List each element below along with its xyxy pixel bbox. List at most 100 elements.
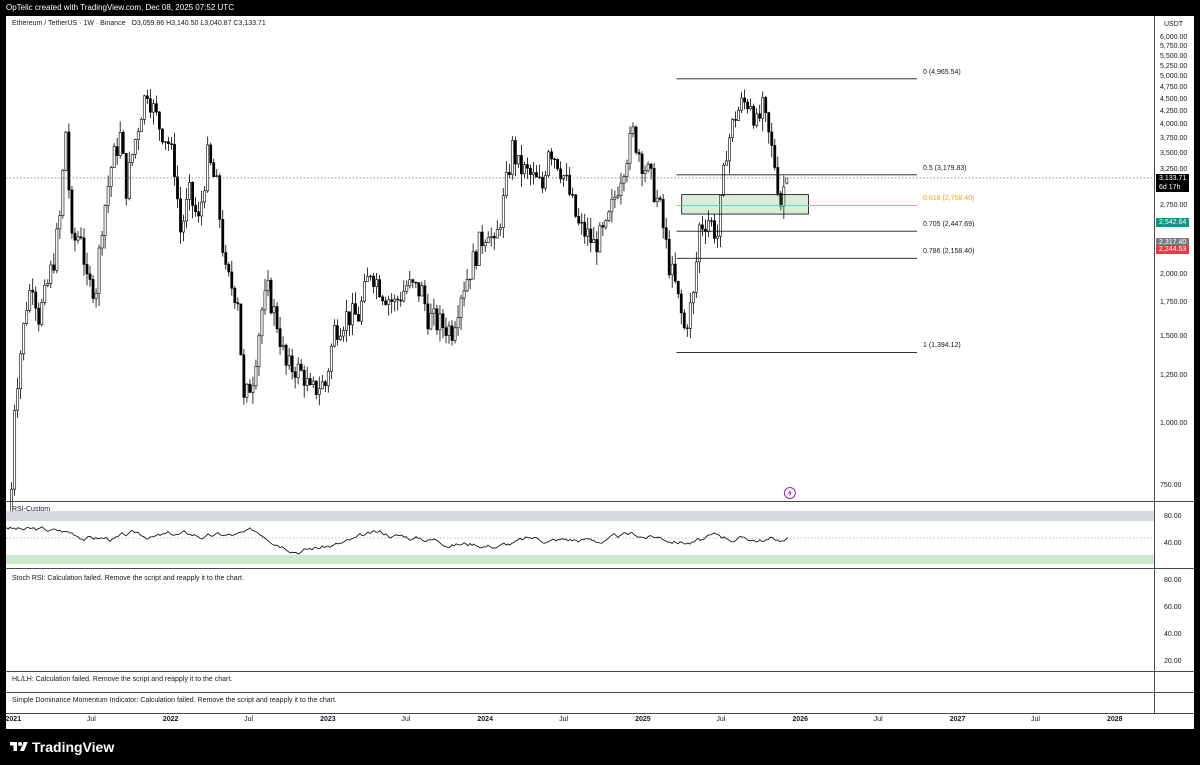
candle-body xyxy=(19,353,23,389)
candle-body xyxy=(335,325,339,340)
candle-body xyxy=(357,314,360,322)
candle-body xyxy=(43,284,47,303)
candle-body xyxy=(200,201,204,217)
candle-body xyxy=(755,113,759,126)
price-tag: 2,317.40 xyxy=(1156,238,1190,248)
candle-body xyxy=(230,271,234,289)
tradingview-brand[interactable]: TradingView xyxy=(10,739,114,755)
candle-body xyxy=(34,291,38,309)
candle-body xyxy=(323,381,327,387)
time-tick: Jul xyxy=(86,716,96,723)
candle-body xyxy=(773,145,777,168)
candle-body xyxy=(450,325,454,341)
candle-body xyxy=(127,162,131,199)
candle-body xyxy=(541,176,544,189)
candle-body xyxy=(320,381,324,390)
candle-body xyxy=(604,220,608,228)
candle-body xyxy=(67,131,71,191)
candle-body xyxy=(664,227,668,240)
candle-body xyxy=(691,292,695,304)
candle-body xyxy=(290,355,294,373)
candle-body xyxy=(553,158,556,161)
candle-body xyxy=(601,225,605,228)
candle-body xyxy=(161,128,164,143)
candle-body xyxy=(257,335,261,367)
stoch-tick: 80.00 xyxy=(1164,577,1182,584)
candle-body xyxy=(628,133,632,164)
candle-body xyxy=(224,252,228,265)
candle-body xyxy=(782,186,786,207)
candle-body xyxy=(348,311,351,326)
candle-body xyxy=(296,363,300,378)
candle-body xyxy=(236,302,240,305)
stoch-tick: 40.00 xyxy=(1164,631,1182,638)
symbol-legend[interactable]: Ethereum / TetherUS · 1W · Binance O3,05… xyxy=(12,20,266,27)
candle-body xyxy=(646,163,650,172)
sdm-title[interactable]: Simple Dominance Momentum Indicator: Cal… xyxy=(12,697,337,704)
candle-body xyxy=(28,289,32,311)
last-price-value: 3,133.71 xyxy=(1159,174,1187,182)
stoch-tick: 20.00 xyxy=(1164,658,1182,665)
candle-body xyxy=(79,236,83,239)
candle-body xyxy=(477,231,481,266)
panel-divider-hl xyxy=(6,692,1194,693)
candle-body xyxy=(363,281,366,302)
candle-body xyxy=(459,297,463,318)
candle-body xyxy=(133,139,137,155)
candle-body xyxy=(556,159,559,170)
hl-lh-title[interactable]: HL/LH: Calculation failed. Remove the sc… xyxy=(12,676,233,683)
candle-body xyxy=(151,103,155,113)
candle-body xyxy=(366,276,369,282)
candle-body xyxy=(203,190,207,203)
candle-body xyxy=(713,220,716,239)
candle-body xyxy=(302,370,306,386)
candle-body xyxy=(670,263,674,276)
candle-body xyxy=(746,101,750,109)
price-tick: 1,000.00 xyxy=(1160,420,1188,428)
candle-body xyxy=(61,170,65,216)
candle-body xyxy=(655,197,659,202)
candle-body xyxy=(109,167,113,187)
candle-body xyxy=(329,345,333,372)
candle-body xyxy=(423,285,427,305)
chart-canvas[interactable] xyxy=(6,16,1194,729)
candle-body xyxy=(106,186,110,206)
candle-body xyxy=(688,302,692,329)
time-tick: 2027 xyxy=(949,716,966,723)
candle-body xyxy=(580,221,584,224)
price-tick: 2,000.00 xyxy=(1160,270,1188,278)
candle-body xyxy=(130,153,134,163)
candle-body xyxy=(694,261,698,293)
candle-body xyxy=(179,198,182,233)
candle-body xyxy=(616,195,620,198)
candle-body xyxy=(610,198,614,213)
candle-body xyxy=(758,113,762,119)
candle-body xyxy=(667,239,671,276)
candle-body xyxy=(369,275,372,278)
candle-body xyxy=(722,164,725,196)
candle-body xyxy=(565,174,569,177)
rsi-title[interactable]: RSI-Custom xyxy=(12,506,51,513)
candle-body xyxy=(474,251,478,266)
stoch-rsi-title[interactable]: Stoch RSI: Calculation failed. Remove th… xyxy=(12,575,244,582)
candle-body xyxy=(700,224,704,230)
time-tick: Jul xyxy=(559,716,569,723)
candle-body xyxy=(544,175,547,189)
candle-body xyxy=(707,220,710,232)
candle-body xyxy=(767,112,771,133)
candle-body xyxy=(571,194,575,196)
candle-body xyxy=(384,300,388,306)
time-tick: 2022 xyxy=(162,716,179,723)
candle-body xyxy=(519,155,523,175)
candle-body xyxy=(372,275,375,287)
candle-body xyxy=(314,380,318,395)
candle-body xyxy=(740,97,743,111)
time-tick: 2023 xyxy=(320,716,336,723)
candle-body xyxy=(716,235,719,239)
candle-body xyxy=(710,220,713,222)
candle-body xyxy=(49,264,53,284)
candle-body xyxy=(598,225,602,253)
ohlc-values: O3,059.86 H3,140.50 L3,040.87 C3,133.71 xyxy=(131,20,266,27)
candle-body xyxy=(535,172,538,178)
candle-body xyxy=(233,287,237,304)
